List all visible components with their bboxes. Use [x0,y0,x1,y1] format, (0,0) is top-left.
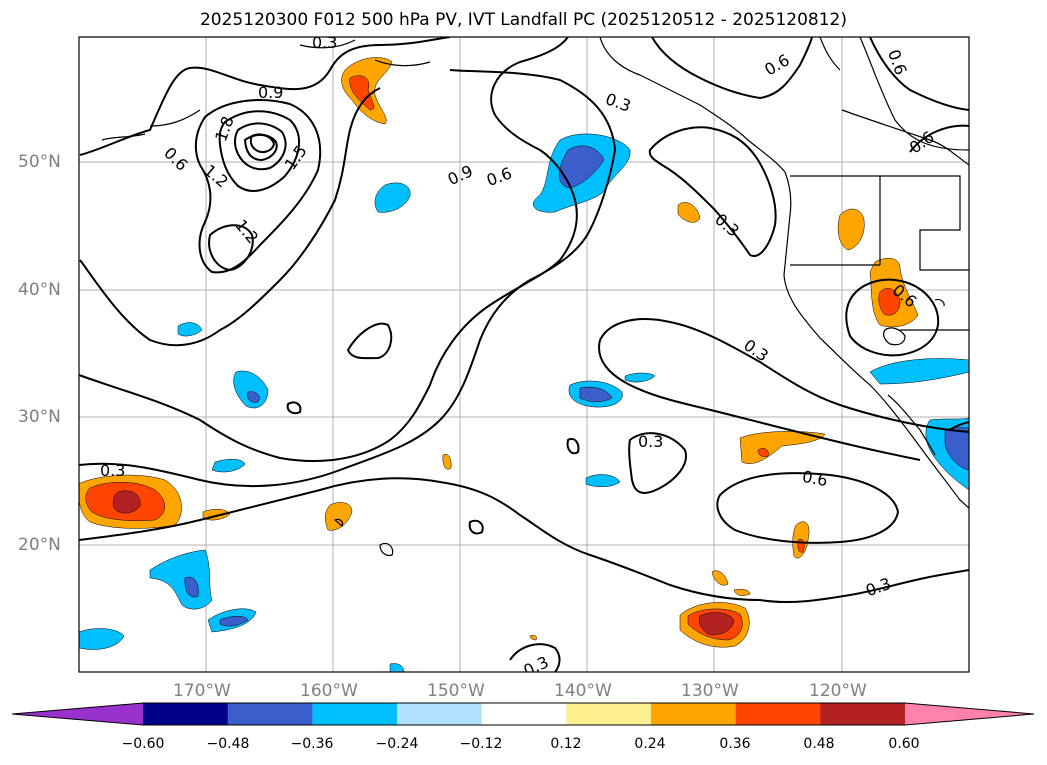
colorbar-tick: −0.12 [459,736,503,752]
lon-label-130w: 130°W [681,681,739,701]
colorbar-tick: 0.60 [888,736,920,752]
positive-anomaly-fills [79,57,919,648]
contour-label: 0.6 [884,47,911,77]
contour-label: 0.6 [484,163,514,190]
contour-label: 0.3 [603,89,633,116]
pos-blob [711,570,729,586]
pos-blob [699,612,735,635]
contour-label: 0.9 [258,83,283,102]
colorbar-tick: 0.12 [550,736,582,752]
neg-blob [79,628,125,650]
lat-label-30n: 30°N [18,407,61,427]
lat-label-50n: 50°N [18,152,61,172]
gridlines [79,37,969,672]
colorbar-segment [397,703,483,725]
map-title: 2025120300 F012 500 hPa PV, IVT Landfall… [199,10,847,30]
neg-blob [149,549,213,610]
contour-label: 0.6 [801,467,829,490]
colorbar-segment [820,703,906,725]
contour-label: 1.8 [211,114,238,144]
neg-blob [247,391,260,403]
lon-label-140w: 140°W [554,681,612,701]
colorbar-segment [651,703,737,725]
pos-blob [349,75,375,111]
lon-label-120w: 120°W [809,681,867,701]
map-frame [78,36,970,673]
lat-label-20n: 20°N [18,535,61,555]
pos-blob [733,588,751,596]
pos-blob [677,202,701,223]
pos-blob [325,502,353,531]
contour-label: 0.3 [100,461,125,480]
pos-blob [837,208,865,251]
neg-blob [211,459,246,473]
colorbar-extend-high [905,703,1034,725]
pv-contours [79,37,969,672]
map-figure: 0.3 0.9 1.8 1.5 1.2 0.6 1.2 0.9 0.6 0.3 … [78,33,970,680]
pos-blob [797,539,805,553]
neg-blob [177,322,203,337]
colorbar-tick: −0.24 [375,736,419,752]
neg-blob [389,663,405,672]
colorbar-segment [566,703,652,725]
contour-label: 0.3 [520,652,551,680]
pos-blob [442,454,452,470]
contour-label: 0.6 [160,143,191,174]
contour-label: 0.6 [906,127,938,157]
lon-label-160w: 160°W [300,681,358,701]
contour-label: 0.9 [445,161,476,189]
colorbar-tick: 0.36 [719,736,751,752]
neg-blob [184,576,199,598]
colorbar-outline [11,702,1035,726]
lat-label-40n: 40°N [18,280,61,300]
colorbar-tick: 0.48 [803,736,835,752]
colorbar-segment [735,703,821,725]
neg-blob [233,370,269,409]
colorbar-segments [12,703,1034,725]
colorbar-tick: −0.48 [206,736,250,752]
pos-blob [529,634,537,641]
colorbar-extend-low [12,703,143,725]
contour-label: 0.3 [711,210,743,241]
neg-blob [624,372,656,383]
contour-label: 0.6 [761,50,793,79]
contour-label: 0.3 [638,432,663,451]
colorbar-segment [481,703,567,725]
colorbar-segment [227,703,313,725]
neg-blob [559,145,605,189]
colorbar-tick: −0.36 [290,736,334,752]
neg-blob [869,358,969,385]
colorbar-tick: 0.24 [634,736,666,752]
colorbar-segment [143,703,229,725]
lon-label-150w: 150°W [427,681,485,701]
colorbar-segment [312,703,398,725]
neg-blob [219,616,249,627]
pos-blob [757,448,769,457]
colorbar-tick: −0.60 [121,736,165,752]
neg-blob [374,182,411,213]
pos-blob [112,490,141,514]
negative-anomaly-fills [79,133,969,672]
contour-label: 0.3 [312,33,337,52]
lon-label-170w: 170°W [173,681,231,701]
neg-blob [585,474,621,487]
neg-blob [579,386,613,402]
contour-label: 0.3 [863,574,893,601]
contour-label: 1.2 [200,161,232,192]
pos-blob [878,288,901,316]
contour-labels: 0.3 0.9 1.8 1.5 1.2 0.6 1.2 0.9 0.6 0.3 … [100,33,938,680]
coastlines [101,37,969,557]
contour-label: 1.2 [231,216,262,248]
contour-label: 0.3 [740,335,772,365]
